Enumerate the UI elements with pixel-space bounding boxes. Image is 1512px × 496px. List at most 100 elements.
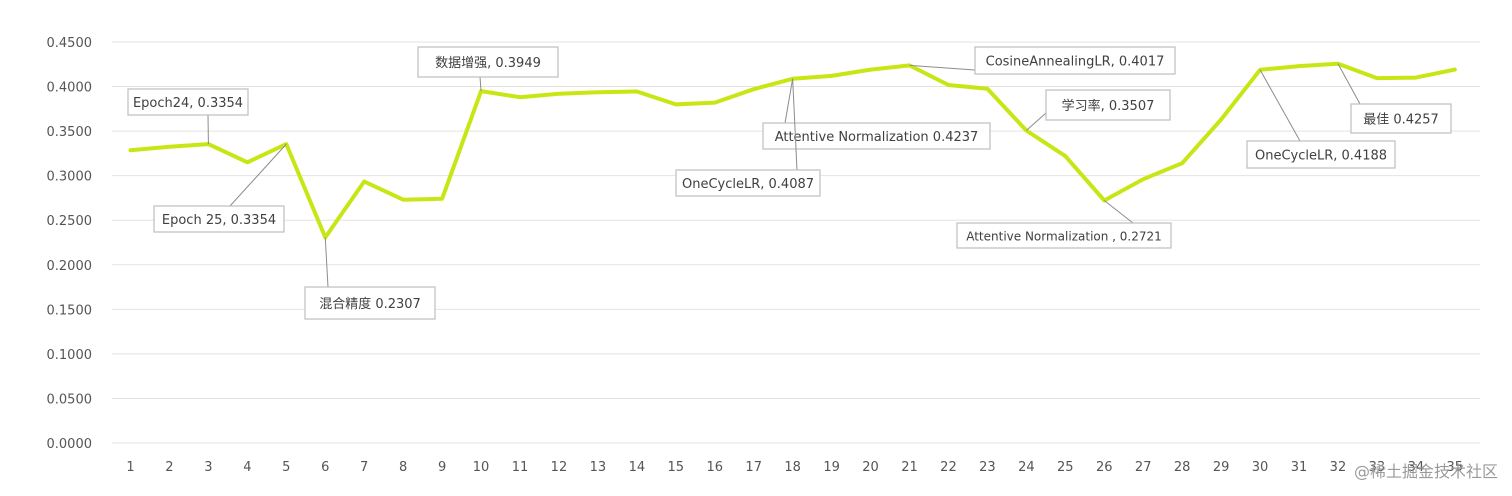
data-point (1375, 76, 1379, 80)
annotation-box (1350, 103, 1452, 134)
data-point (1180, 161, 1184, 165)
y-tick-label: 0.4500 (47, 36, 93, 51)
x-tick-label: 15 (668, 460, 685, 475)
annotation-leader (784, 78, 794, 124)
annotation-label: OneCycleLR, 0.4087 (682, 177, 814, 192)
annotation-box (153, 205, 285, 233)
x-tick-label: 5 (282, 460, 290, 475)
x-tick-label: 2 (165, 460, 173, 475)
data-point (1063, 154, 1067, 158)
x-tick-label: 8 (399, 460, 407, 475)
watermark: @稀土掘金技术社区 (1353, 462, 1498, 481)
data-point (1219, 118, 1223, 122)
annotation-label: 混合精度 0.2307 (319, 296, 421, 312)
x-axis-ticks: 1 2 3 4 5 6 7 8 9 10 11 12 13 14 15 16 17 18 19 20 21 22 23 24 2… (126, 460, 1463, 475)
x-tick-label: 21 (901, 460, 918, 475)
y-tick-label: 0.2000 (47, 259, 93, 274)
annotation-label: 学习率, 0.3507 (1062, 98, 1155, 114)
annotation-leader (479, 76, 482, 92)
data-point (752, 87, 756, 91)
data-point (167, 145, 171, 149)
x-tick-label: 34 (1408, 460, 1425, 475)
data-point (1453, 68, 1457, 72)
annotation-leader (1103, 200, 1134, 224)
data-point (674, 102, 678, 106)
data-point (557, 92, 561, 96)
annotation-leader (909, 64, 976, 71)
data-point (518, 95, 522, 99)
x-tick-label: 23 (979, 460, 996, 475)
x-tick-label: 33 (1369, 460, 1386, 475)
data-point (362, 179, 366, 183)
data-point (985, 87, 989, 91)
y-axis-ticks: 0.0000 0.0500 0.1000 0.1500 0.2000 0.2500 0.30… (47, 36, 93, 452)
annotation-box (304, 286, 436, 320)
x-tick-label: 29 (1213, 460, 1230, 475)
data-point (401, 198, 405, 202)
annotation-box (956, 222, 1172, 249)
data-point (635, 89, 639, 93)
x-tick-label: 24 (1018, 460, 1035, 475)
y-tick-label: 0.1500 (47, 303, 93, 318)
x-tick-label: 11 (512, 460, 529, 475)
data-point (440, 197, 444, 201)
annotation-leader (324, 237, 329, 288)
x-tick-label: 13 (590, 460, 607, 475)
data-point (869, 68, 873, 72)
x-tick-label: 17 (745, 460, 762, 475)
y-tick-label: 0.2500 (47, 214, 93, 229)
x-tick-label: 31 (1291, 460, 1308, 475)
x-tick-label: 26 (1096, 460, 1113, 475)
x-tick-label: 32 (1330, 460, 1347, 475)
x-tick-label: 4 (243, 460, 251, 475)
annotation-label: Epoch 25, 0.3354 (162, 213, 276, 228)
x-tick-label: 16 (706, 460, 723, 475)
x-tick-label: 7 (360, 460, 368, 475)
x-tick-label: 14 (629, 460, 646, 475)
data-point (830, 74, 834, 78)
annotation-label: 最佳 0.4257 (1363, 113, 1439, 128)
annotation-leader (229, 143, 287, 207)
data-point (1141, 177, 1145, 181)
annotation-label: 数据增强, 0.3949 (435, 56, 541, 71)
annotation-leader (1259, 69, 1301, 142)
y-tick-label: 0.0000 (47, 437, 93, 452)
annotation-label: Attentive Normalization 0.4237 (775, 130, 979, 145)
gridlines (112, 41, 1480, 444)
data-point (1414, 76, 1418, 80)
annotation-leader (792, 78, 798, 171)
y-tick-label: 0.4000 (47, 81, 93, 96)
annotation-label: Epoch24, 0.3354 (133, 96, 243, 111)
data-point (1297, 64, 1301, 68)
x-tick-label: 35 (1447, 460, 1464, 475)
data-point (245, 160, 249, 164)
y-tick-label: 0.0500 (47, 392, 93, 407)
x-tick-label: 6 (321, 460, 329, 475)
x-tick-label: 25 (1057, 460, 1074, 475)
x-tick-label: 9 (438, 460, 446, 475)
x-tick-label: 19 (823, 460, 840, 475)
annotation-label: CosineAnnealingLR, 0.4017 (986, 55, 1165, 70)
annotation-leader (1337, 63, 1361, 105)
x-tick-label: 28 (1174, 460, 1191, 475)
x-tick-label: 30 (1252, 460, 1269, 475)
y-tick-label: 0.3500 (47, 125, 93, 140)
annotation-label: Attentive Normalization , 0.2721 (966, 230, 1162, 244)
annotation-leader (1026, 112, 1047, 131)
x-tick-label: 12 (551, 460, 568, 475)
x-tick-label: 3 (204, 460, 212, 475)
annotations: Epoch24, 0.3354 Epoch 25, 0.3354 混合精度 0.23… (127, 46, 1452, 320)
y-tick-label: 0.3000 (47, 170, 93, 185)
annotation-box (1246, 140, 1396, 169)
y-tick-label: 0.1000 (47, 348, 93, 363)
annotation-box (1045, 89, 1171, 121)
x-tick-label: 20 (862, 460, 879, 475)
data-point (713, 101, 717, 105)
annotation-box (762, 122, 991, 150)
data-point (946, 83, 950, 87)
x-tick-label: 10 (473, 460, 490, 475)
x-tick-label: 1 (126, 460, 134, 475)
data-point (129, 148, 132, 152)
annotation-box (417, 46, 559, 78)
